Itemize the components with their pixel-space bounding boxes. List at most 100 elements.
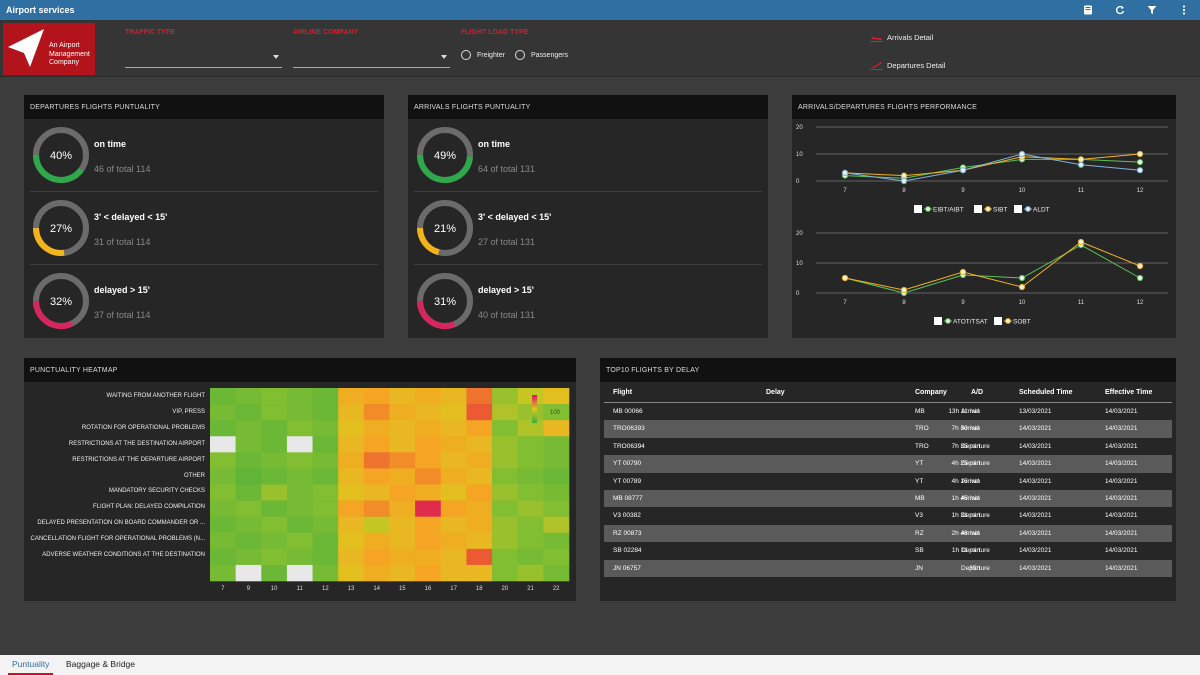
donut-percent: 40% — [50, 150, 72, 162]
filter-icon[interactable] — [1136, 0, 1168, 20]
heatmap-cell — [210, 484, 236, 501]
x-tick-label: 7 — [843, 188, 847, 194]
heatmap-cell — [415, 452, 442, 469]
more-vertical-icon[interactable] — [1168, 0, 1200, 20]
heatmap-cell — [235, 388, 262, 405]
data-point — [1136, 262, 1144, 270]
arrivals-detail-link[interactable]: Arrivals Detail — [870, 33, 933, 42]
column-header[interactable]: Scheduled Time — [1019, 389, 1073, 396]
status-count: 40 of total 131 — [478, 310, 536, 320]
heatmap-cell — [363, 484, 390, 501]
heatmap-cell — [543, 420, 570, 437]
airline-company-label: AIRLINE COMPANY — [293, 29, 359, 36]
heatmap-cell — [415, 388, 442, 405]
column-header[interactable]: A/D — [971, 389, 984, 396]
data-point — [959, 268, 967, 276]
table-cell: 4h 15 min — [951, 477, 980, 485]
app-title: Airport services — [6, 5, 75, 15]
heatmap-cell — [338, 548, 365, 566]
table-row[interactable]: YT 00790 4h 25 min YT Departure 14/03/2021 14… — [604, 455, 1172, 473]
column-header[interactable]: Company — [915, 389, 947, 396]
table-cell: 14/03/2021 — [1105, 529, 1138, 537]
column-header[interactable]: Effective Time — [1105, 389, 1153, 396]
heatmap-cell — [415, 484, 442, 501]
table-cell: 14/03/2021 — [1105, 547, 1138, 555]
tab-baggage-bridge[interactable]: Baggage & Bridge — [66, 659, 135, 669]
departures-detail-label: Departures Detail — [887, 61, 946, 70]
table-row[interactable]: SB 02284 1h 11 min SB Departure 14/03/2021 14… — [604, 542, 1172, 559]
table-row[interactable]: TRO06393 7h 50 min TRO Arrival 14/03/2021 14/… — [604, 420, 1172, 438]
heatmap-cell — [235, 532, 262, 550]
heatmap-cell — [466, 436, 493, 453]
donut-chart: 32% — [33, 273, 89, 329]
heatmap-cell — [210, 452, 236, 469]
table-cell: YT 00789 — [613, 477, 642, 485]
heatmap-cell — [415, 500, 442, 517]
heatmap-cell — [286, 468, 313, 485]
heatmap-cell — [338, 404, 365, 421]
heatmap-cell — [235, 516, 262, 534]
table-cell: 14/03/2021 — [1019, 460, 1052, 468]
heatmap-x-tick: 11 — [296, 586, 303, 592]
save-icon[interactable] — [1072, 0, 1104, 20]
status-count: 31 of total 114 — [94, 237, 151, 247]
heatmap-cell — [363, 404, 390, 421]
heatmap-cell — [210, 500, 236, 517]
heatmap-cell — [440, 548, 467, 566]
radio-circle[interactable] — [515, 50, 525, 60]
heatmap-cell — [517, 516, 544, 534]
table-row[interactable]: MB 08777 1h 45 min MB Arrival 14/03/2021 14/0… — [604, 489, 1172, 508]
column-header[interactable]: Flight — [613, 389, 633, 396]
heatmap-cell — [440, 484, 467, 501]
panel-title: PUNCTUALITY HEATMAP — [24, 358, 576, 382]
status-count: 64 of total 131 — [478, 164, 536, 174]
airline-company-select[interactable] — [293, 50, 450, 68]
heatmap-x-tick: 21 — [527, 586, 534, 592]
status-label: on time — [478, 139, 511, 149]
legend-checkbox — [914, 205, 922, 213]
heatmap-cell — [312, 532, 339, 550]
table-cell: 14/03/2021 — [1105, 494, 1138, 502]
donut-chart: 27% — [32, 200, 89, 256]
heatmap-cell — [492, 516, 519, 534]
y-tick-label: 10 — [796, 152, 803, 158]
heatmap-color-legend — [532, 395, 537, 423]
heatmap-cell — [286, 388, 313, 405]
refresh-icon[interactable] — [1104, 0, 1136, 20]
heatmap-cell — [440, 516, 467, 534]
heatmap-cell — [415, 420, 442, 437]
table-cell: 7h 50 min — [951, 425, 980, 433]
radio-circle[interactable] — [461, 50, 471, 60]
table-cell: Arrival — [961, 408, 980, 415]
departures-detail-link[interactable]: Departures Detail — [870, 61, 945, 70]
table-row[interactable]: YT 00789 4h 15 min YT Arrival 14/03/2021 14/0… — [604, 473, 1172, 490]
heatmap-cell — [466, 404, 493, 421]
arrivals-punctuality-panel: ARRIVALS FLIGHTS PUNTUALITY 49% on time 64… — [408, 95, 768, 338]
traffic-type-select[interactable] — [125, 50, 282, 68]
panel-title: ARRIVALS FLIGHTS PUNTUALITY — [408, 95, 768, 119]
table-cell: 4h 25 min — [951, 460, 980, 468]
table-row[interactable]: V3 00382 1h 31 min V3 Departure 14/03/2021 14… — [604, 507, 1172, 524]
tab-punctuality[interactable]: Puntuality — [8, 655, 54, 675]
column-header[interactable]: Delay — [766, 389, 785, 396]
heatmap-cell — [210, 420, 236, 437]
table-row[interactable]: TRO06394 7h 35 min TRO Departure 14/03/2021 1… — [604, 438, 1172, 455]
heatmap-x-tick: 22 — [552, 586, 560, 592]
table-cell: SB 02284 — [613, 547, 642, 555]
table-cell: 14/03/2021 — [1019, 512, 1052, 520]
heatmap-cell — [492, 468, 519, 485]
heatmap-cell — [261, 388, 288, 405]
status-label: 3' < delayed < 15' — [94, 212, 168, 222]
heatmap-cell — [415, 516, 442, 534]
freighter-radio[interactable]: Freighter — [461, 50, 505, 60]
heatmap-cell — [415, 468, 442, 485]
table-row[interactable]: JN 06757 35h JN Departure 14/03/2021 14/03/20… — [604, 559, 1172, 577]
punctuality-row: 40% on time 46 of total 114 — [24, 119, 384, 192]
table-row[interactable]: MB 00066 13h 11 min MB Arrival 13/03/2021 14/… — [604, 403, 1172, 420]
passengers-radio[interactable]: Passengers — [515, 50, 568, 60]
x-tick-label: 8 — [902, 188, 906, 194]
table-row[interactable]: RZ 00873 2h 48 min RZ Arrival 14/03/2021 14/0… — [604, 524, 1172, 543]
punctuality-row: 32% delayed > 15' 37 of total 114 — [24, 265, 384, 338]
data-point — [1077, 161, 1085, 168]
heatmap-cell — [517, 452, 544, 469]
